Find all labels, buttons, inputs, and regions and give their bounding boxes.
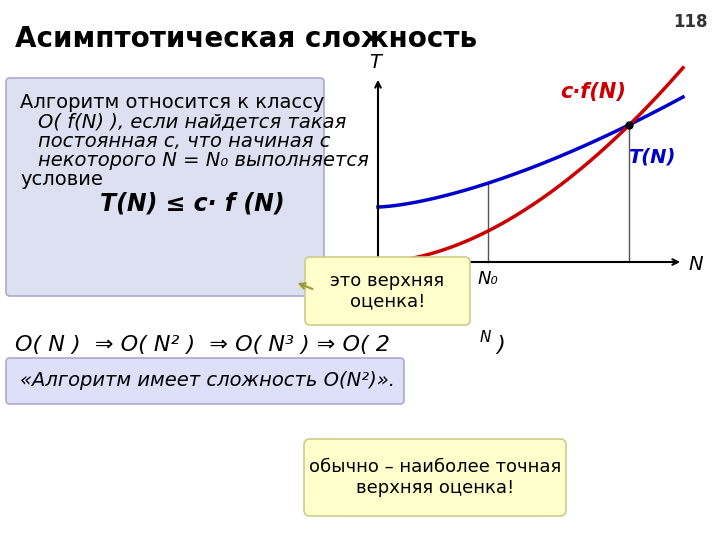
Text: Алгоритм относится к классу: Алгоритм относится к классу: [20, 93, 325, 112]
Text: условие: условие: [20, 170, 103, 189]
Text: O( N )  ⇒ O( N² )  ⇒ O( N³ ) ⇒ O( 2: O( N ) ⇒ O( N² ) ⇒ O( N³ ) ⇒ O( 2: [15, 335, 390, 355]
Text: 0: 0: [359, 265, 370, 283]
Text: T: T: [369, 53, 381, 72]
Text: T(N) ≤ c· f (N): T(N) ≤ c· f (N): [100, 192, 284, 216]
Text: «Алгоритм имеет сложность O(N²)».: «Алгоритм имеет сложность O(N²)».: [20, 372, 395, 390]
Text: N: N: [480, 330, 491, 346]
Text: N: N: [688, 254, 703, 273]
Text: N₀: N₀: [477, 270, 498, 288]
FancyBboxPatch shape: [6, 78, 324, 296]
Text: c·f(N): c·f(N): [560, 82, 626, 102]
Text: Асимптотическая сложность: Асимптотическая сложность: [15, 25, 477, 53]
FancyBboxPatch shape: [304, 439, 566, 516]
Text: постоянная c, что начиная с: постоянная c, что начиная с: [38, 132, 330, 151]
FancyBboxPatch shape: [305, 257, 470, 325]
Text: T(N): T(N): [628, 147, 675, 166]
Text: ): ): [490, 335, 505, 355]
Text: обычно – наиболее точная
верхняя оценка!: обычно – наиболее точная верхняя оценка!: [309, 458, 561, 497]
Text: некоторого N = N₀ выполняется: некоторого N = N₀ выполняется: [38, 151, 369, 170]
Text: 118: 118: [673, 13, 708, 31]
Text: O( f(N) ), если найдется такая: O( f(N) ), если найдется такая: [38, 113, 346, 132]
FancyBboxPatch shape: [6, 358, 404, 404]
Text: это верхняя
оценка!: это верхняя оценка!: [330, 272, 444, 310]
